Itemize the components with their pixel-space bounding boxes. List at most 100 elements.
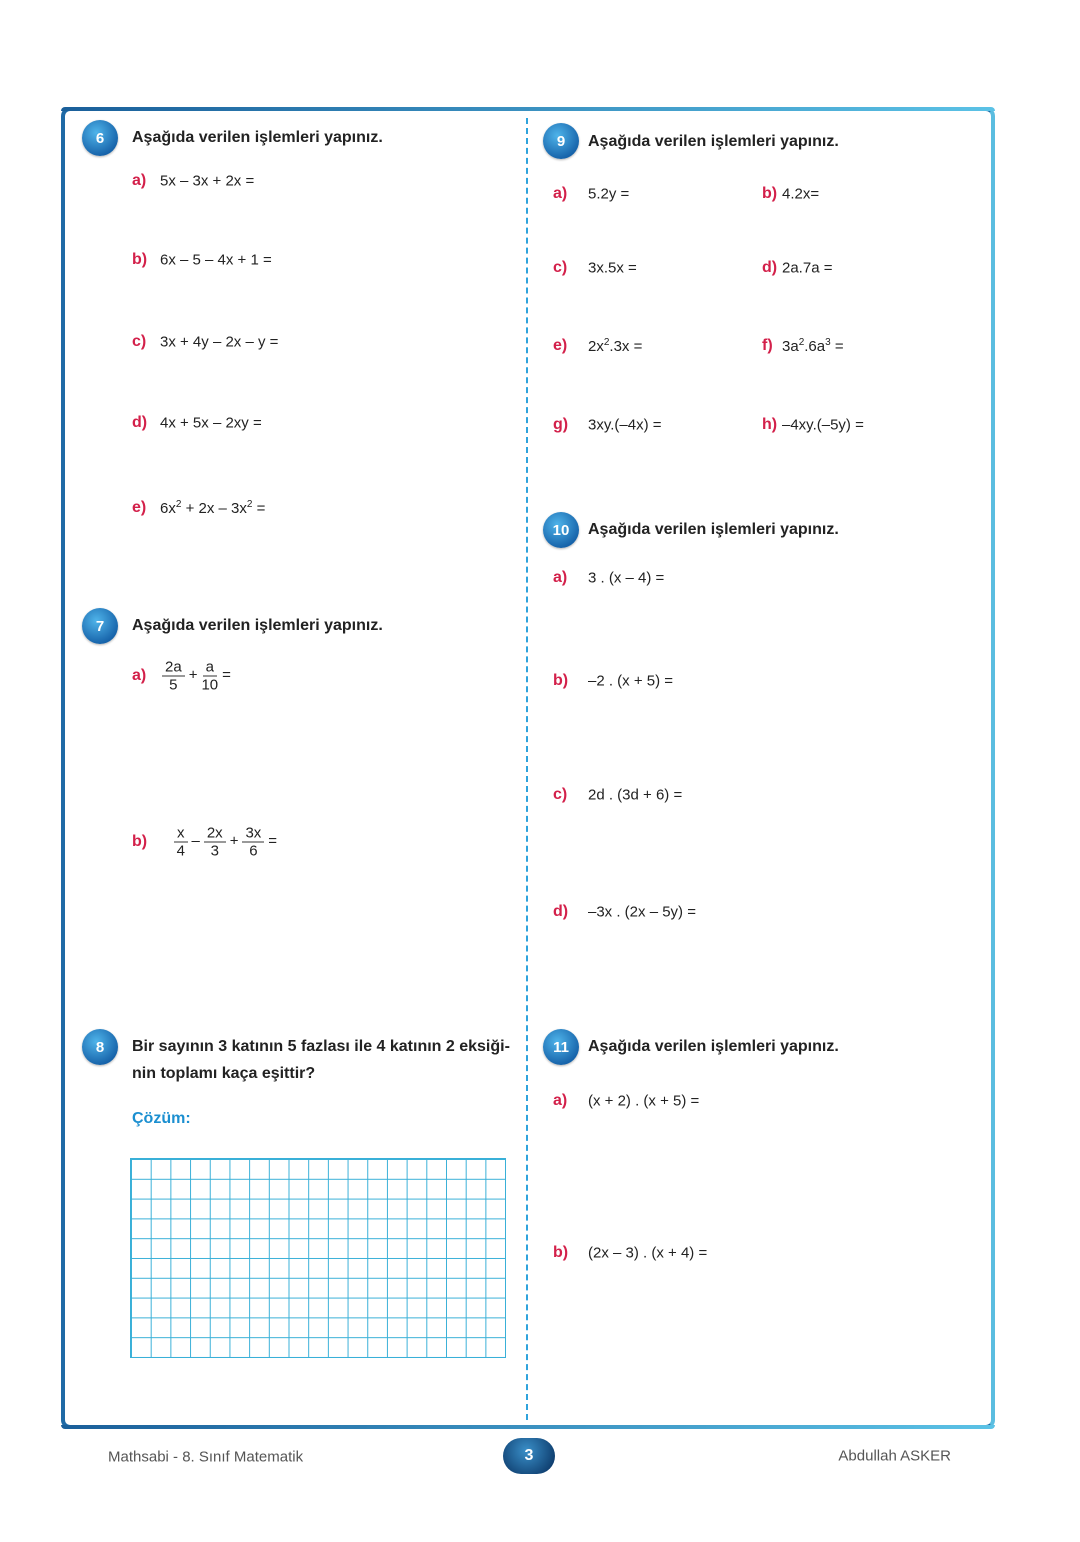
footer-author: Abdullah ASKER — [838, 1447, 951, 1465]
question-number-badge: 7 — [82, 608, 118, 644]
expression-text: 6x – 5 – 4x + 1 = — [160, 251, 272, 269]
expression-text: 2x — [588, 338, 604, 355]
item-label: a) — [553, 569, 568, 586]
exponent: 2 — [603, 337, 610, 348]
expression-text: (x + 2) . (x + 5) = — [588, 1092, 700, 1110]
footer-book-title: Mathsabi - 8. Sınıf Matematik — [108, 1448, 304, 1466]
item-label: c) — [553, 786, 568, 803]
item-label: g) — [553, 416, 569, 433]
question-title: Aşağıda verilen işlemleri yapınız. — [588, 1038, 839, 1055]
item-expression: 4x + 5x – 2xy = — [160, 415, 262, 432]
item-expression: 3a2.6a3 = — [782, 337, 844, 355]
item-label: d) — [762, 259, 778, 276]
item-label: e) — [553, 337, 568, 354]
denominator: 6 — [249, 842, 258, 860]
item-label: a) — [132, 667, 147, 684]
expression-text: 3xy.(–4x) = — [588, 416, 662, 434]
question-title: Aşağıda verilen işlemleri yapınız. — [588, 133, 839, 150]
question-text-line: Bir sayının 3 katının 5 fazlası ile 4 ka… — [132, 1038, 510, 1055]
item-label: b) — [132, 251, 148, 268]
item-expression: 6x – 5 – 4x + 1 = — [160, 252, 272, 269]
expression-text: 6x — [160, 500, 176, 517]
numerator: 2x — [203, 825, 226, 843]
operator: + — [188, 666, 198, 684]
page-number-badge: 3 — [503, 1438, 555, 1474]
expression-text: –2 . (x + 5) = — [588, 672, 674, 690]
denominator: 4 — [176, 842, 185, 860]
item-expression: 3 . (x – 4) = — [588, 570, 664, 587]
item-expression: 3xy.(–4x) = — [588, 417, 662, 434]
exponent: 2 — [246, 499, 253, 510]
expression-text: –4xy.(–5y) = — [782, 416, 864, 434]
item-expression: –2 . (x + 5) = — [588, 673, 673, 690]
question-number-badge: 8 — [82, 1029, 118, 1065]
expression-text: 3a — [782, 338, 799, 355]
operator: = — [222, 666, 231, 684]
item-expression: 2d . (3d + 6) = — [588, 787, 682, 804]
expression-text: = — [252, 500, 266, 517]
item-expression: 5x – 3x + 2x = — [160, 173, 254, 190]
expression-text: 2a.7a = — [782, 259, 833, 277]
item-label: h) — [762, 416, 778, 433]
operator: = — [268, 832, 278, 850]
item-label: d) — [132, 414, 148, 431]
question-text-line: nin toplamı kaça eşittir? — [132, 1065, 316, 1082]
expression-text: 3 . (x – 4) = — [588, 569, 665, 587]
item-expression: (x + 2) . (x + 5) = — [588, 1093, 699, 1110]
question-number-badge: 11 — [543, 1029, 579, 1065]
numerator: 2a — [162, 659, 185, 677]
column-divider — [526, 118, 528, 1420]
numerator: 3x — [242, 825, 265, 843]
item-label: b) — [553, 672, 569, 689]
denominator: 5 — [169, 676, 178, 694]
expression-text: –3x . (2x – 5y) = — [588, 903, 696, 921]
item-label: a) — [553, 185, 568, 202]
expression-text: 5x – 3x + 2x = — [160, 172, 255, 190]
numerator: x — [174, 825, 188, 843]
exponent: 3 — [825, 337, 831, 348]
item-label: e) — [132, 499, 147, 516]
item-label: a) — [132, 172, 147, 189]
item-label: d) — [553, 903, 569, 920]
question-title: Aşağıda verilen işlemleri yapınız. — [588, 521, 839, 538]
item-expression: x 4–2x 3 +3x 6 = — [172, 825, 279, 860]
expression-text: 5.2y = — [588, 185, 630, 203]
question-title: Aşağıda verilen işlemleri yapınız. — [132, 617, 383, 634]
item-expression: –3x . (2x – 5y) = — [588, 904, 696, 921]
item-expression: –4xy.(–5y) = — [782, 417, 864, 434]
item-label: b) — [132, 833, 148, 850]
expression-text: 2d . (3d + 6) = — [588, 786, 683, 804]
expression-text: 3x.5x = — [588, 259, 637, 277]
question-number-badge: 10 — [543, 512, 579, 548]
question-number-badge: 9 — [543, 123, 579, 159]
fraction: a 10 — [201, 659, 218, 694]
item-expression: 2a 5 + a 10 = — [160, 659, 233, 694]
question-title: Aşağıda verilen işlemleri yapınız. — [132, 129, 383, 146]
item-label: f) — [762, 337, 773, 354]
item-expression: 3x.5x = — [588, 260, 637, 277]
expression-text: .3x = — [609, 338, 643, 355]
expression-text: 3x + 4y – 2x – y = — [160, 333, 279, 351]
expression-text: 4.2x= — [782, 185, 820, 203]
question-number-badge: 6 — [82, 120, 118, 156]
solution-grid — [130, 1158, 506, 1358]
fraction: 3x 6 — [242, 825, 265, 860]
item-expression: 2a.7a = — [782, 260, 832, 277]
expression-text: (2x – 3) . (x + 4) = — [588, 1244, 708, 1262]
item-expression: 5.2y = — [588, 186, 629, 203]
expression-text: 4x + 5x – 2xy = — [160, 414, 262, 432]
expression-text: = — [830, 338, 844, 355]
item-expression: (2x – 3) . (x + 4) = — [588, 1245, 707, 1262]
item-label: b) — [553, 1244, 569, 1261]
expression-text: + 2x – 3x — [181, 500, 247, 517]
item-expression: 4.2x= — [782, 186, 819, 203]
exponent: 2 — [798, 337, 805, 348]
fraction: 2x 3 — [203, 825, 226, 860]
item-expression: 6x2 + 2x – 3x2 = — [160, 499, 265, 517]
exponent: 2 — [175, 499, 182, 510]
item-label: b) — [762, 185, 778, 202]
item-label: c) — [553, 259, 568, 276]
operator: – — [191, 832, 200, 850]
denominator: 10 — [201, 676, 219, 694]
